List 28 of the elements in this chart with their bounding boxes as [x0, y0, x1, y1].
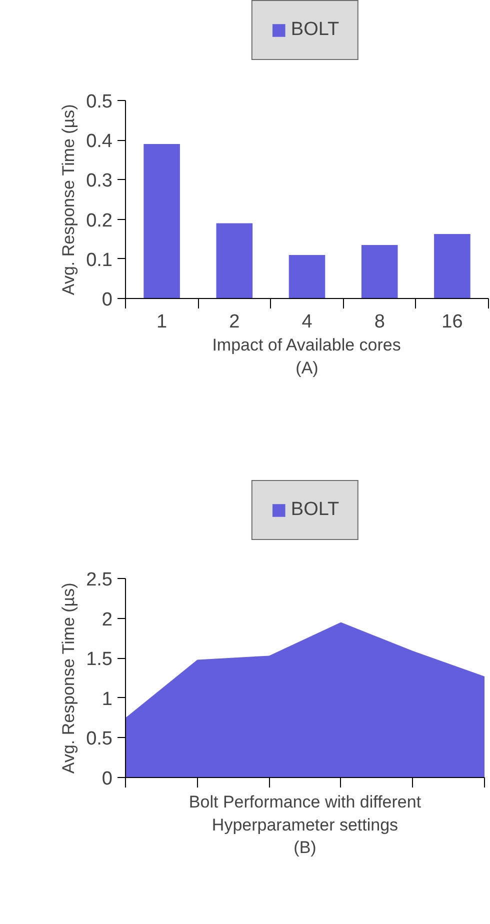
y-axis-title: Avg. Response Time (µs)	[59, 104, 78, 296]
y-tick-label: 0.2	[86, 210, 113, 232]
y-tick-label: 2.5	[86, 570, 113, 590]
bar	[288, 254, 326, 298]
y-tick-label: 0.1	[86, 250, 113, 271]
bar	[434, 234, 470, 298]
x-tick-label: 4	[302, 312, 313, 332]
y-tick-label: 1.5	[86, 649, 113, 670]
y-tick-label: 1	[102, 688, 113, 710]
x-tick-label: 8	[374, 312, 385, 332]
x-tick-label: 16	[442, 312, 463, 332]
legend-label: BOLT	[290, 499, 340, 521]
x-axis-title: Impact of Available cores (A)	[212, 336, 401, 378]
legend-label: BOLT	[290, 19, 340, 41]
y-tick-label: 0.5	[86, 92, 113, 112]
y-tick-label: 0	[102, 290, 113, 310]
x-axis-title: Bolt Performance with different Hyperparameter settings (B)	[188, 792, 422, 858]
y-axis-title: Avg. Response Time (µs)	[59, 582, 78, 774]
bar	[144, 144, 180, 298]
bar	[216, 223, 253, 298]
y-tick-label: 0.3	[86, 170, 113, 192]
y-tick-label: 0.4	[86, 131, 113, 152]
x-tick-label: 1	[156, 312, 168, 332]
y-tick-label: 2	[102, 609, 113, 630]
y-tick-label: 0.5	[86, 728, 113, 750]
bar	[361, 245, 398, 298]
y-tick-label: 0	[102, 768, 113, 790]
x-tick-label: 2	[229, 312, 240, 332]
